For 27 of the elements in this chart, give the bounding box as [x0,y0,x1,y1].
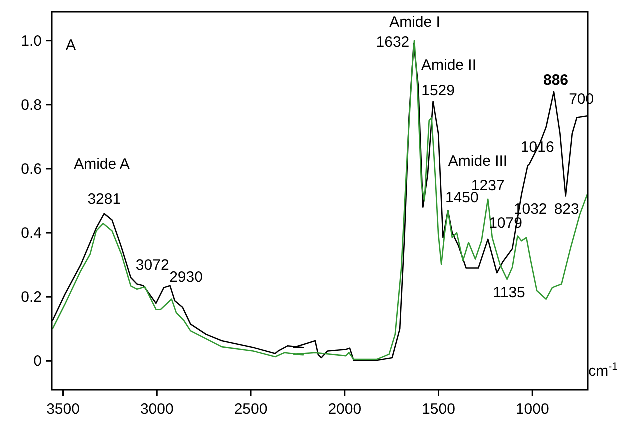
annotation: A [66,37,76,54]
annotation: 3072 [136,256,170,274]
x-tick-label: 2500 [234,401,268,418]
annotation: Amide A [74,156,130,173]
y-tick-label: 0.8 [21,96,42,114]
y-tick-label: 0 [34,353,42,370]
annotation: 2930 [170,268,203,286]
annotation: Amide I [390,14,440,31]
x-tick-label: 1000 [516,401,550,418]
x-tick-label: 3500 [46,401,80,418]
annotation: 1632 [376,34,410,52]
annotation: 1135 [493,284,526,302]
annotation: 3281 [88,190,122,208]
x-tick-label: 1500 [422,401,456,418]
y-tick-label: 0.2 [21,289,42,306]
x-tick-label: 3000 [140,401,174,418]
x-tick-label: 2000 [328,401,362,418]
annotation: Amide III [448,153,508,170]
annotation: 823 [554,201,580,218]
annotation: 886 [544,72,569,90]
x-axis-title: cm$^{-1}$ [588,361,618,380]
annotation: Amide II [421,57,477,74]
y-tick-label: 1.0 [21,32,42,50]
annotation: 1529 [422,82,455,100]
y-tick-label: 0.6 [21,160,42,178]
annotation: 1450 [445,190,479,207]
y-tick-label: 0.4 [21,225,42,242]
